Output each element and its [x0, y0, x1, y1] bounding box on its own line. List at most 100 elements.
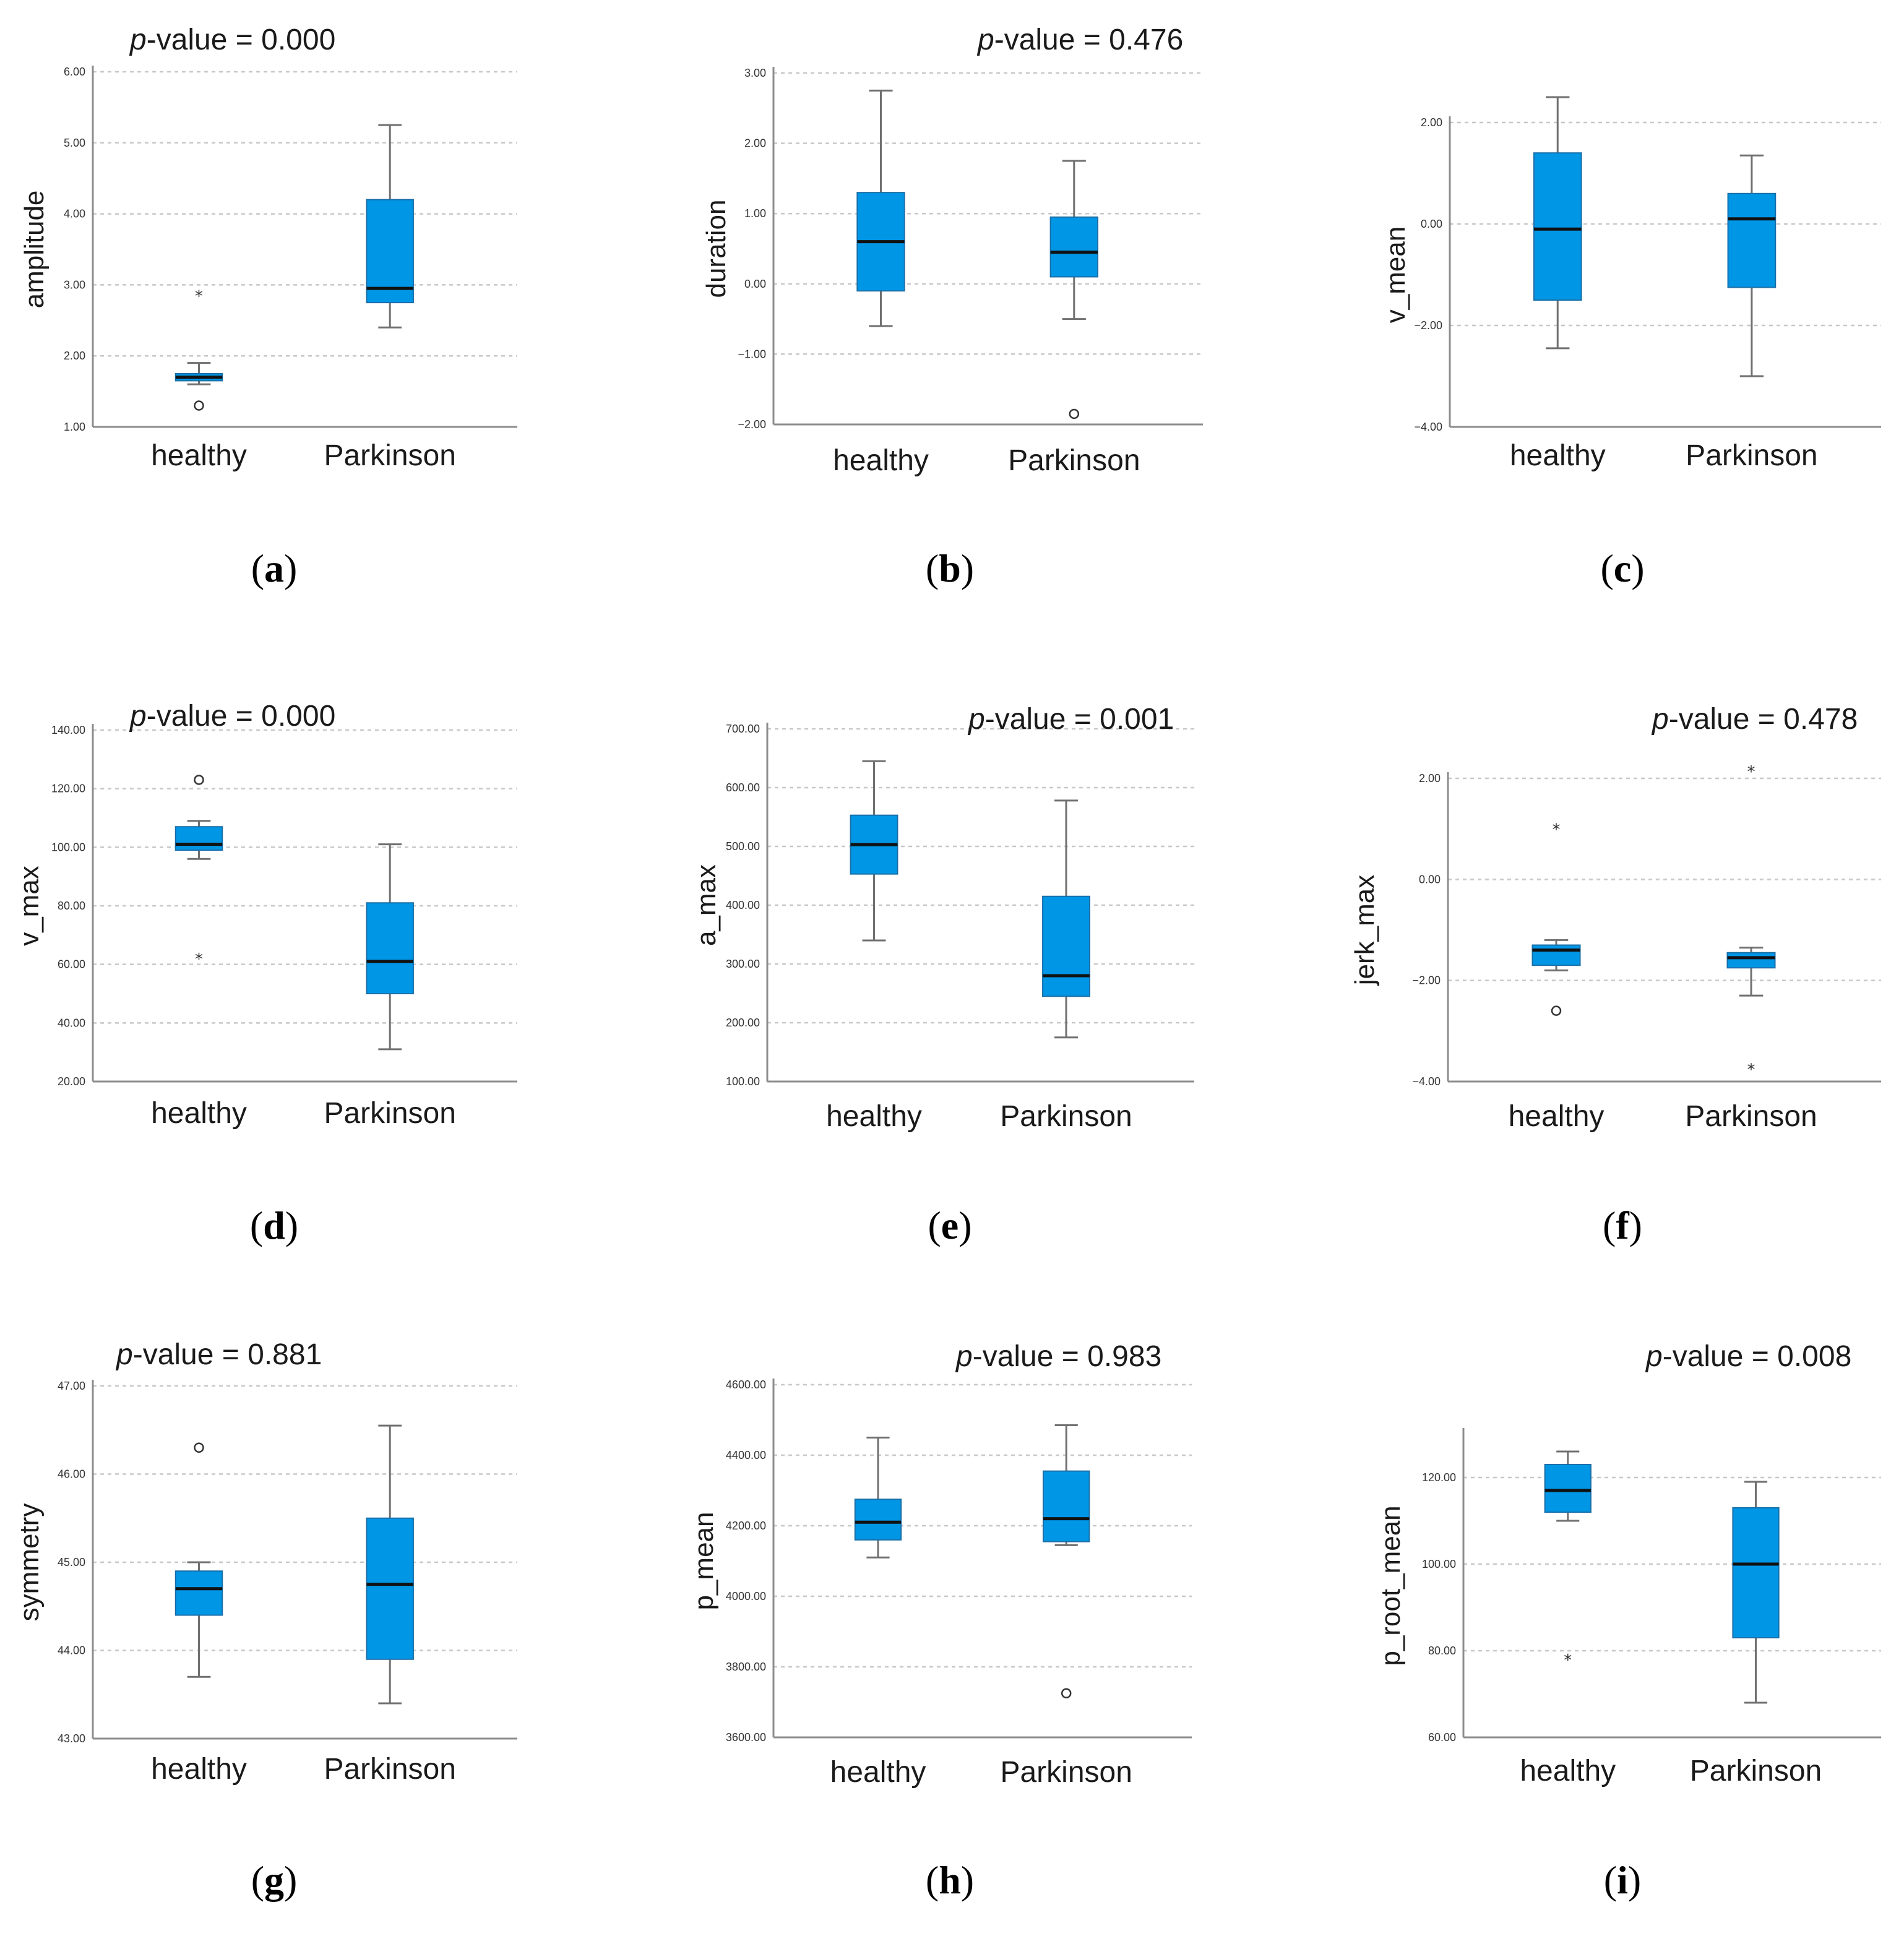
- y-tick-label: 4600.00: [726, 1378, 766, 1391]
- panel-paren-open: (: [250, 1203, 263, 1247]
- y-tick-label: 46.00: [58, 1468, 85, 1481]
- box-parkinson: [366, 1424, 414, 1705]
- y-tick-label: 0.00: [1419, 873, 1441, 885]
- panel-paren-open: (: [1604, 1858, 1617, 1902]
- x-category-label: healthy: [830, 1756, 926, 1789]
- panel-label: (d): [250, 1203, 298, 1247]
- panel-i: 60.00 80.00 100.00 120.00 p_root_mean p-value…: [1376, 1340, 1881, 1902]
- box-parkinson: [366, 843, 414, 1051]
- p-value-text: -value = 0.881: [133, 1338, 322, 1371]
- panel-label: (f): [1603, 1203, 1642, 1247]
- box-parkinson: [1049, 160, 1098, 419]
- y-tick-label: 60.00: [1428, 1731, 1456, 1744]
- y-axis-label: jerk_max: [1350, 875, 1380, 987]
- p-value-annotation: p-value = 0.478: [1651, 703, 1858, 736]
- y-tick-label: 45.00: [58, 1556, 85, 1568]
- y-tick-label: 1.00: [64, 421, 85, 433]
- y-tick-label: 3.00: [64, 278, 85, 291]
- extreme-point: *: [1747, 763, 1755, 781]
- box-parkinson: [1732, 1481, 1780, 1704]
- y-tick-label: 100.00: [51, 841, 85, 853]
- panel-g: 43.00 44.00 45.00 46.00 47.00 symmetry p-value…: [14, 1338, 517, 1902]
- y-tick-label: 120.00: [1422, 1471, 1456, 1484]
- y-tick-label: 4200.00: [726, 1520, 766, 1532]
- y-axis-label: amplitude: [19, 191, 50, 309]
- panel-paren-open: (: [251, 546, 264, 590]
- panel-letter: e: [941, 1203, 958, 1247]
- y-tick-label: 2.00: [744, 137, 766, 150]
- x-category-label: Parkinson: [324, 439, 455, 472]
- y-tick-label: 100.00: [726, 1075, 760, 1088]
- panel-label: (g): [251, 1858, 298, 1902]
- panel-paren-close: ): [958, 1203, 971, 1247]
- y-tick-label: 80.00: [58, 900, 85, 912]
- y-axis-label: v_mean: [1381, 226, 1411, 324]
- panel-label: (e): [928, 1203, 971, 1247]
- panel-paren-open: (: [926, 546, 939, 590]
- box-parkinson: [1043, 1424, 1090, 1698]
- box-parkinson: [1042, 799, 1090, 1039]
- y-tick-label: 4400.00: [726, 1449, 766, 1461]
- p-value-text: -value = 0.000: [147, 24, 336, 56]
- x-category-label: Parkinson: [324, 1753, 455, 1786]
- y-tick-label: 500.00: [726, 840, 760, 853]
- panel-paren-open: (: [251, 1858, 264, 1902]
- iqr-box: [1533, 152, 1582, 301]
- p-value-annotation: p-value = 0.000: [129, 700, 335, 733]
- iqr-box: [1042, 895, 1090, 997]
- extreme-point: *: [1553, 821, 1561, 840]
- p-value-text: -value = 0.008: [1663, 1340, 1852, 1373]
- panel-f: −4.00 −2.00 0.00 2.00 jerk_max p-value = 0.47…: [1350, 703, 1881, 1247]
- y-tick-label: 2.00: [1419, 772, 1441, 785]
- x-category-label: Parkinson: [324, 1097, 455, 1130]
- panel-paren-close: ): [1629, 1203, 1642, 1247]
- panel-paren-close: ): [961, 546, 974, 590]
- panel-paren-close: ): [961, 1858, 974, 1902]
- y-tick-label: 5.00: [64, 137, 85, 149]
- y-tick-label: 3.00: [744, 67, 766, 79]
- p-value-annotation: p-value = 0.476: [976, 24, 1183, 56]
- y-tick-label: 700.00: [726, 723, 760, 735]
- y-axis-label: p_mean: [689, 1512, 719, 1610]
- y-tick-label: 120.00: [51, 783, 85, 795]
- x-category-label: healthy: [151, 439, 247, 472]
- x-category-label: Parkinson: [1008, 444, 1140, 477]
- y-tick-label: 3600.00: [726, 1731, 766, 1744]
- panel-label: (a): [251, 546, 298, 590]
- box-healthy: [1533, 96, 1582, 350]
- panel-paren-close: ): [1631, 546, 1644, 590]
- y-tick-label: 47.00: [58, 1380, 85, 1392]
- y-tick-label: 400.00: [726, 899, 760, 911]
- p-value-italic: p: [1651, 703, 1669, 736]
- panel-label: (b): [926, 546, 974, 590]
- box-parkinson: **: [1726, 763, 1776, 1080]
- outlier-point: [1069, 408, 1080, 419]
- iqr-box: [1049, 216, 1098, 278]
- y-tick-label: 0.00: [1421, 218, 1442, 230]
- panel-letter: d: [263, 1203, 285, 1247]
- x-category-label: healthy: [826, 1100, 922, 1133]
- y-tick-label: 100.00: [1422, 1558, 1456, 1570]
- x-category-label: healthy: [833, 444, 929, 477]
- y-tick-label: −4.00: [1414, 421, 1442, 433]
- box-healthy: *: [1544, 1450, 1592, 1670]
- y-tick-label: 1.00: [744, 207, 766, 220]
- y-axis-label: v_max: [14, 866, 45, 946]
- panel-letter: a: [264, 546, 284, 590]
- iqr-box: [1043, 1470, 1090, 1542]
- y-axis-label: duration: [701, 199, 731, 298]
- x-category-label: healthy: [151, 1097, 247, 1130]
- outlier-point: [194, 400, 204, 411]
- p-value-italic: p: [129, 700, 147, 733]
- panel-d: 20.00 40.00 60.00 80.00 100.00 120.00 140.00 v_…: [14, 700, 517, 1247]
- panel-b: −2.00 −1.00 0.00 1.00 2.00 3.00 duration p-valu…: [701, 24, 1203, 590]
- box-parkinson: [366, 124, 414, 329]
- y-tick-label: −2.00: [1414, 319, 1442, 332]
- panel-paren-open: (: [926, 1858, 939, 1902]
- x-category-label: Parkinson: [1686, 439, 1817, 472]
- panel-paren-open: (: [1600, 546, 1613, 590]
- p-value-italic: p: [976, 24, 994, 56]
- extreme-point: *: [1747, 1061, 1755, 1080]
- iqr-box: [1727, 192, 1777, 288]
